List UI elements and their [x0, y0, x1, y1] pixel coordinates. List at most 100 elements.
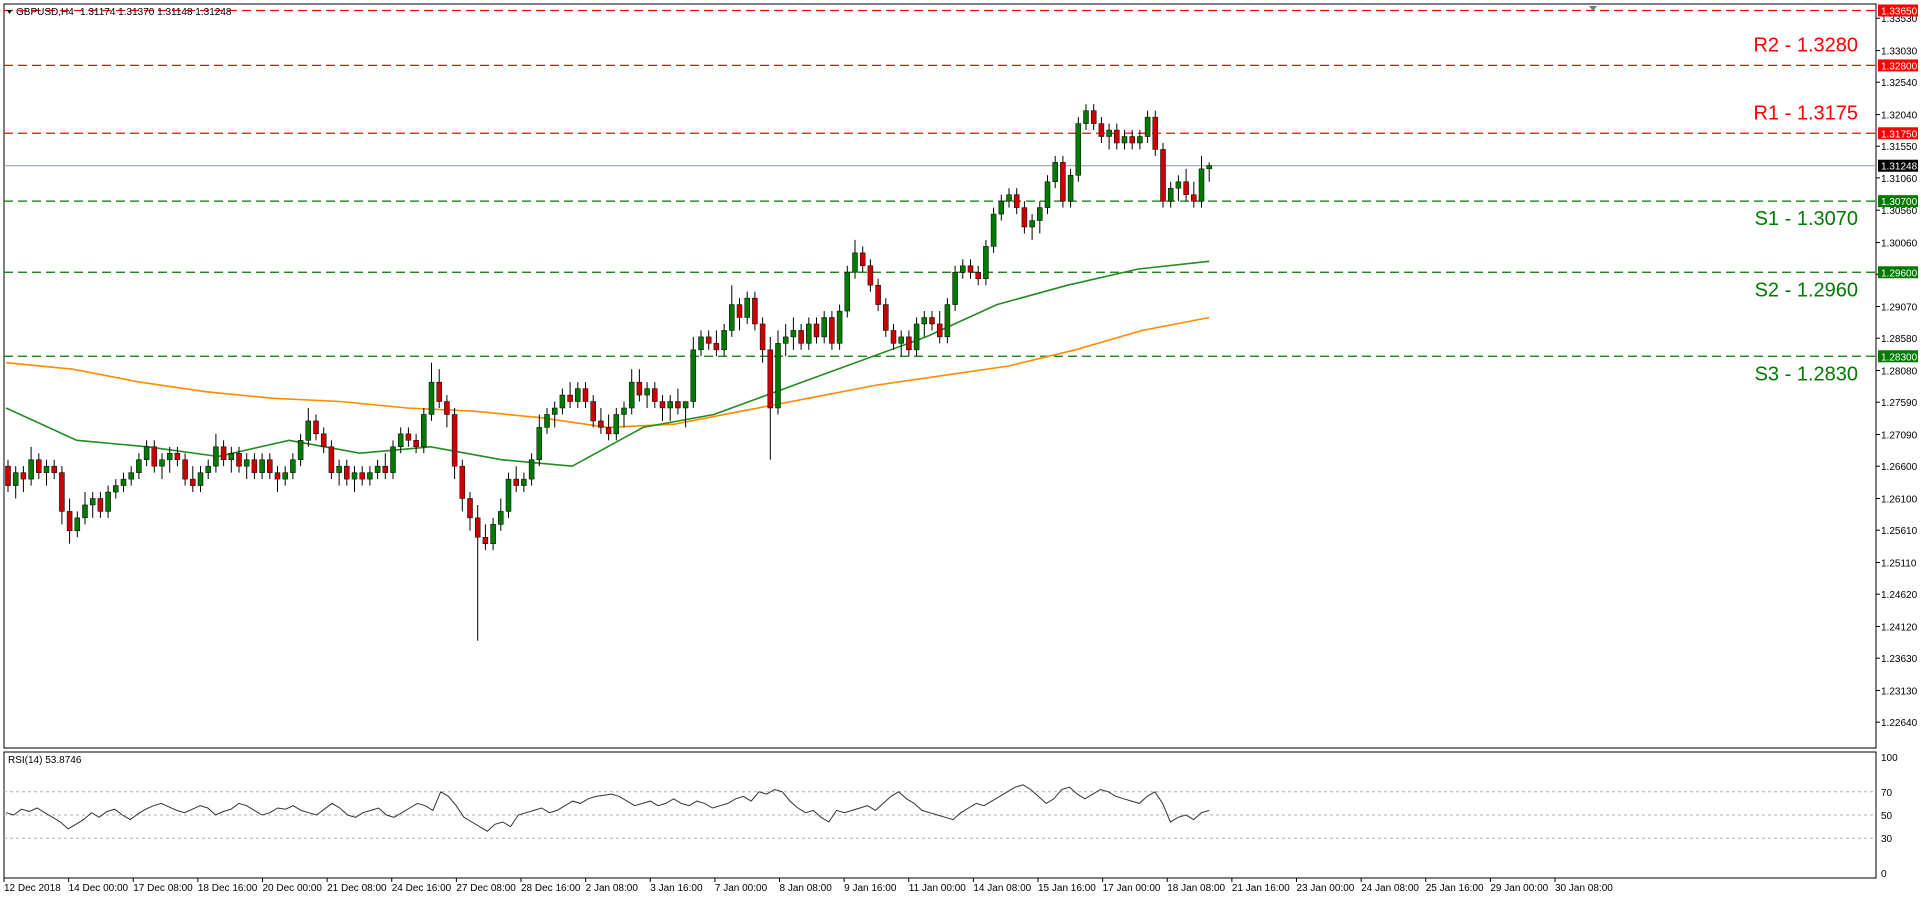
candle-body: [875, 284, 881, 305]
candle-body: [59, 472, 65, 512]
candle-body: [1114, 129, 1120, 144]
time-tick-label: 14 Jan 08:00: [973, 883, 1031, 894]
candle-body: [421, 414, 427, 448]
candle-body: [759, 323, 766, 351]
candle-body: [12, 472, 19, 486]
level-label: R2 - 1.3280: [1753, 34, 1858, 56]
candle-body: [451, 414, 458, 467]
price-tick-label: 1.26100: [1881, 494, 1918, 505]
candle-body: [1167, 187, 1174, 202]
candle-body: [390, 446, 396, 473]
price-level-tag-label: 1.33650: [1881, 6, 1918, 17]
price-level-tag-label: 1.32800: [1881, 61, 1918, 72]
ohlc-readout: 1.31174 1.31370 1.31148 1.31248: [80, 7, 232, 18]
symbol-label[interactable]: GBPUSD,H4: [16, 7, 74, 18]
candle-body: [613, 414, 620, 435]
candle-body: [328, 446, 335, 473]
candle-body: [1160, 149, 1166, 202]
price-tick-label: 1.30560: [1881, 206, 1918, 217]
time-tick-label: 14 Dec 00:00: [69, 883, 129, 894]
candle-body: [382, 465, 389, 473]
candlesticks: [5, 104, 1212, 641]
candle-body: [536, 427, 543, 460]
candle-body: [952, 272, 958, 305]
candle-body: [428, 381, 435, 415]
candle-body: [20, 472, 27, 480]
rsi-tick-label: 50: [1881, 811, 1893, 822]
candle-body: [806, 323, 812, 344]
price-level-tag-label: 1.31248: [1881, 162, 1918, 173]
time-tick-label: 24 Dec 16:00: [392, 883, 452, 894]
candle-body: [1021, 207, 1028, 228]
candle-body: [598, 420, 604, 428]
candle-body: [767, 349, 774, 409]
price-level-tag-label: 1.31750: [1881, 129, 1918, 140]
candle-body: [1029, 220, 1035, 228]
time-tick-label: 23 Jan 00:00: [1297, 883, 1355, 894]
candle-body: [1067, 175, 1074, 202]
candle-body: [228, 452, 235, 460]
candle-body: [605, 427, 612, 435]
candle-body: [836, 310, 843, 344]
time-tick-label: 3 Jan 16:00: [650, 883, 703, 894]
candle-body: [528, 459, 535, 480]
candle-body: [752, 297, 758, 325]
time-tick-label: 12 Dec 2018: [4, 883, 61, 894]
candle-body: [1052, 162, 1058, 183]
candle-body: [813, 323, 820, 338]
candle-body: [967, 265, 974, 273]
candle-body: [906, 336, 912, 351]
candle-body: [259, 459, 265, 473]
candle-body: [775, 343, 781, 409]
candle-body: [128, 472, 134, 480]
price-tick-label: 1.27590: [1881, 398, 1918, 409]
time-tick-label: 2 Jan 08:00: [586, 883, 639, 894]
time-tick-label: 24 Jan 08:00: [1361, 883, 1419, 894]
candle-body: [359, 472, 365, 480]
candle-body: [320, 433, 327, 448]
candle-body: [628, 381, 635, 409]
candle-body: [990, 213, 997, 247]
time-tick-label: 15 Jan 16:00: [1038, 883, 1096, 894]
candle-body: [5, 465, 11, 486]
candle-body: [729, 304, 735, 331]
candle-body: [159, 459, 165, 467]
candle-body: [43, 465, 50, 473]
candle-body: [521, 478, 527, 486]
candle-body: [1075, 123, 1082, 176]
candle-body: [998, 200, 1005, 215]
level-label: R1 - 1.3175: [1753, 102, 1858, 124]
time-tick-label: 9 Jan 16:00: [844, 883, 897, 894]
candle-body: [652, 388, 658, 402]
time-tick-label: 20 Dec 00:00: [263, 883, 323, 894]
candle-body: [105, 491, 111, 512]
candle-body: [1121, 136, 1128, 144]
dropdown-arrow-icon[interactable]: [7, 10, 12, 14]
candle-body: [913, 323, 920, 351]
candle-body: [1198, 168, 1205, 202]
time-tick-label: 18 Jan 08:00: [1167, 883, 1225, 894]
candle-body: [1090, 110, 1097, 124]
price-tick-label: 1.23130: [1881, 686, 1918, 697]
price-axis: 1.33530 1.33030 1.32540 1.32040 1.31550 1.310…: [1876, 14, 1918, 729]
candle-body: [190, 478, 196, 486]
candle-body: [898, 336, 904, 344]
candle-body: [590, 401, 596, 422]
candle-body: [867, 265, 874, 286]
time-tick-label: 29 Jan 00:00: [1490, 883, 1548, 894]
candle-body: [675, 401, 681, 409]
candle-body: [1006, 194, 1012, 202]
candle-body: [267, 459, 273, 473]
candle-body: [744, 297, 750, 318]
candle-body: [482, 537, 489, 544]
chart-shift-marker-icon[interactable]: [1589, 6, 1597, 11]
candle-body: [351, 472, 358, 480]
candle-body: [1037, 207, 1043, 221]
candle-body: [336, 465, 342, 473]
price-level-tag: [1878, 127, 1918, 140]
price-tick-label: 1.33030: [1881, 47, 1918, 58]
price-tick-label: 1.32040: [1881, 111, 1918, 122]
candle-body: [413, 440, 419, 448]
